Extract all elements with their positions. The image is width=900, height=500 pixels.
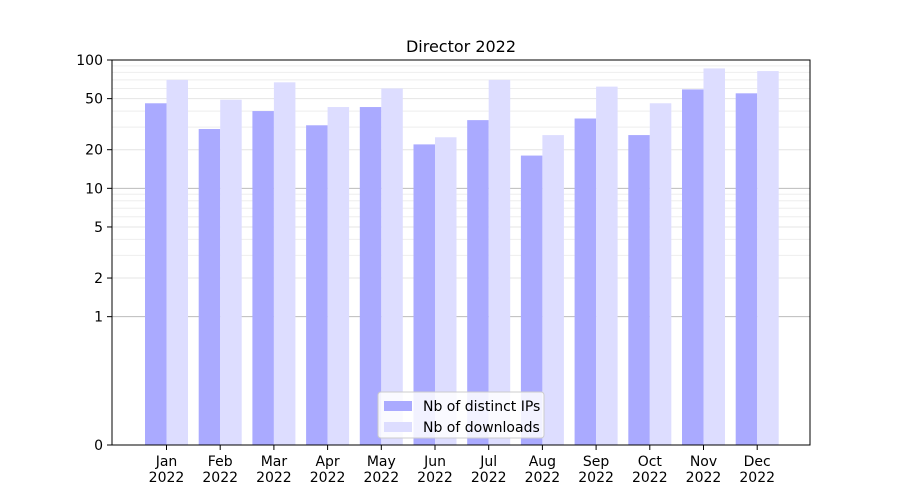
bar-downloads-may — [381, 88, 403, 446]
y-tick-label: 50 — [85, 92, 103, 108]
plot-frame — [111, 59, 811, 446]
x-tick-label-year: 2022 — [149, 470, 185, 486]
x-tick-label-month: Oct — [638, 454, 663, 470]
x-tick-label-month: Feb — [208, 454, 233, 470]
bar-downloads-jul — [488, 79, 511, 445]
x-tick-label-year: 2022 — [739, 470, 775, 486]
y-tick-label: 2 — [94, 271, 103, 287]
x-tick-label-month: Mar — [261, 454, 288, 470]
legend: Nb of distinct IPs Nb of downloads — [377, 391, 545, 439]
bar-downloads-dec — [757, 71, 779, 446]
bar-downloads-feb — [220, 99, 242, 445]
legend-swatch — [384, 401, 412, 411]
bar-downloads-jan — [166, 79, 188, 445]
bar-downloads-aug — [542, 135, 564, 445]
y-tick-label: 1 — [94, 310, 103, 326]
bar-distinct-ips-may — [359, 107, 382, 446]
x-tick-label-year: 2022 — [525, 470, 561, 486]
x-tick-label-month: Dec — [744, 454, 771, 470]
bar-distinct-ips-feb — [198, 128, 221, 446]
x-tick-label-year: 2022 — [417, 470, 453, 486]
x-tick-label-month: Jul — [479, 454, 497, 470]
legend-swatch — [384, 422, 412, 432]
x-tick-label-month: Jun — [423, 454, 446, 470]
x-tick-label-year: 2022 — [256, 470, 292, 486]
bar-distinct-ips-sep — [574, 118, 597, 446]
bar-distinct-ips-apr — [306, 125, 328, 446]
x-tick-label-month: Jan — [155, 454, 178, 470]
x-tick-label-year: 2022 — [471, 470, 507, 486]
bars — [145, 68, 779, 446]
bar-distinct-ips-mar — [252, 111, 274, 445]
y-tick-label: 0 — [94, 438, 103, 454]
x-tick-label-month: Apr — [315, 454, 339, 470]
legend-label: Nb of downloads — [423, 420, 540, 436]
bar-downloads-mar — [273, 82, 296, 445]
legend-box — [377, 391, 545, 439]
axes: Jan2022Feb2022Mar2022Apr2022May2022Jun20… — [76, 53, 775, 486]
bar-downloads-apr — [327, 107, 350, 446]
x-tick-label-year: 2022 — [310, 470, 346, 486]
bar-downloads-sep — [596, 86, 618, 445]
x-tick-label-month: May — [367, 454, 396, 470]
legend-label: Nb of distinct IPs — [423, 399, 540, 415]
bar-distinct-ips-dec — [735, 93, 758, 445]
y-tick-label: 5 — [94, 220, 103, 236]
x-tick-label-month: Nov — [690, 454, 717, 470]
bar-distinct-ips-jul — [467, 120, 489, 446]
x-tick-label-month: Sep — [583, 454, 610, 470]
bar-distinct-ips-oct — [628, 135, 650, 445]
x-tick-label-month: Aug — [529, 454, 556, 470]
x-tick-label-year: 2022 — [686, 470, 722, 486]
bar-distinct-ips-nov — [682, 89, 704, 446]
bar-distinct-ips-jan — [145, 103, 167, 445]
y-tick-label: 100 — [76, 53, 103, 69]
bar-downloads-nov — [703, 68, 725, 445]
x-tick-label-year: 2022 — [363, 470, 399, 486]
bar-distinct-ips-jun — [413, 144, 435, 445]
y-tick-label: 20 — [85, 143, 103, 159]
x-tick-label-year: 2022 — [578, 470, 614, 486]
chart-title: Director 2022 — [406, 37, 516, 56]
y-tick-label: 10 — [85, 181, 103, 197]
x-tick-label-year: 2022 — [632, 470, 668, 486]
bar-downloads-oct — [649, 103, 672, 445]
x-tick-label-year: 2022 — [202, 470, 238, 486]
bar-distinct-ips-aug — [520, 155, 543, 445]
bar-downloads-jun — [435, 137, 457, 446]
